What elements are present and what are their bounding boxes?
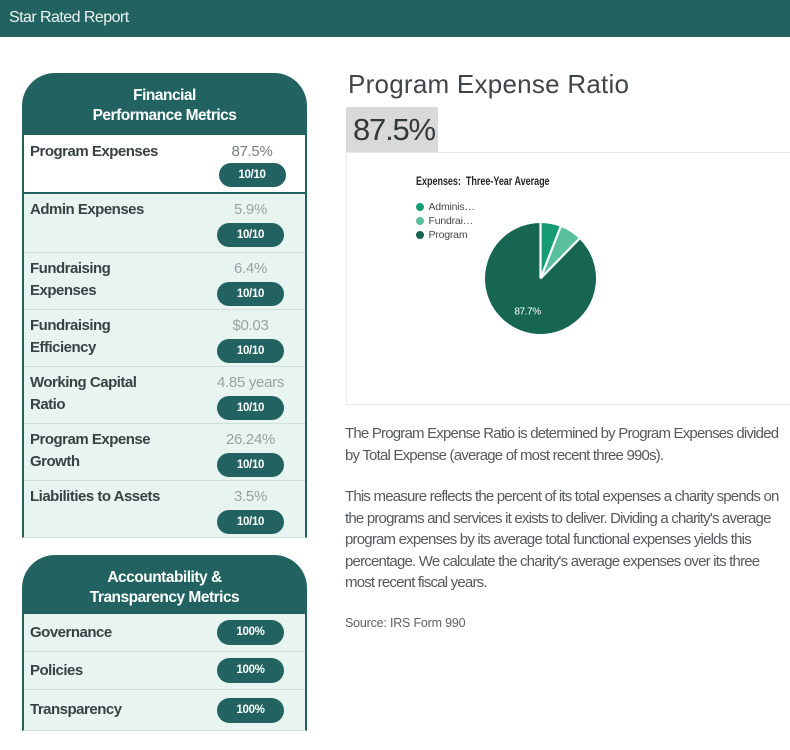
svg-text:87.7%: 87.7% [514,307,541,318]
